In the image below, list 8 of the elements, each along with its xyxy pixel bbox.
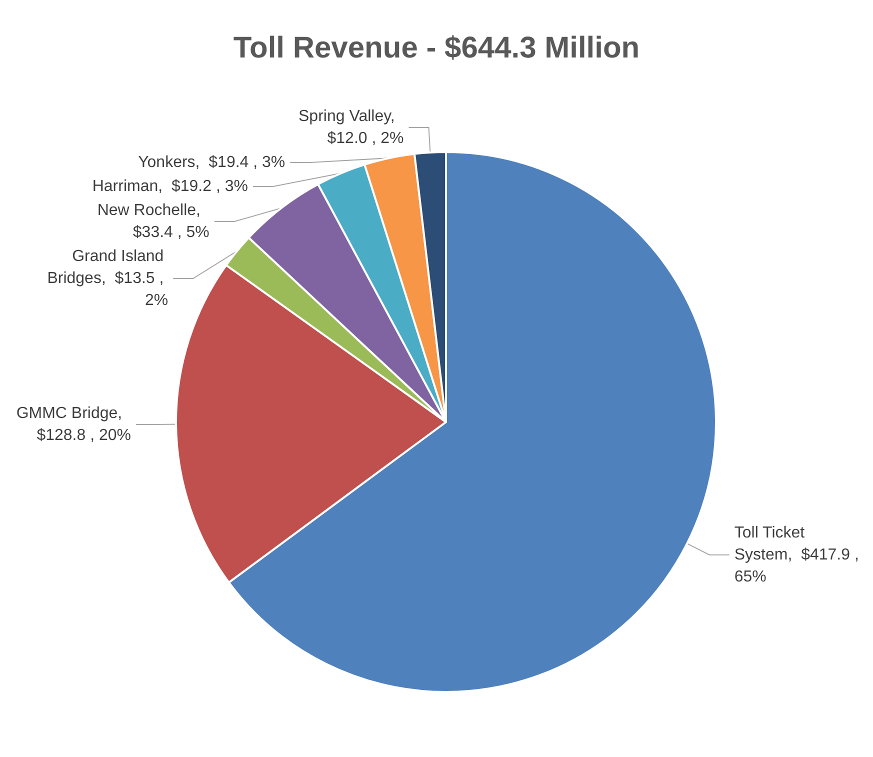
slice-label: Toll Ticket System, $417.9 , 65% <box>734 524 864 586</box>
slice-label: GMMC Bridge, $128.8 , 20% <box>16 404 132 444</box>
slice-label: New Rochelle, $33.4 , 5% <box>97 202 210 242</box>
slice-label: Harriman, $19.2 , 3% <box>92 178 248 196</box>
slice-label: Spring Valley, $12.0 , 2% <box>298 108 404 148</box>
slice-label: Yonkers, $19.4 , 3% <box>138 154 286 172</box>
chart-title: Toll Revenue - $644.3 Million <box>233 32 640 64</box>
slice-label: Grand Island Bridges, $13.5 , 2% <box>47 248 168 310</box>
